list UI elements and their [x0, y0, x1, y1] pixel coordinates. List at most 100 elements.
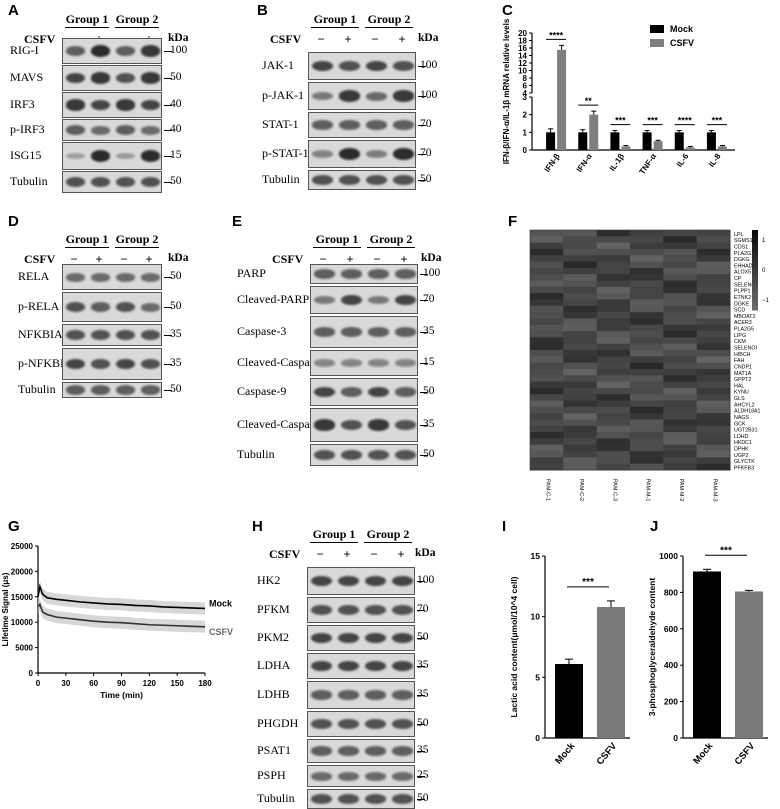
panel-label-d: D: [8, 213, 19, 230]
protein-band: [116, 301, 135, 313]
protein-band: [91, 125, 110, 135]
kda-value: 70: [417, 603, 429, 615]
y-tick-label: 1: [523, 128, 528, 137]
chart-j-3pg-bar: 0 200 400 600 800 1000 3-phosphoglyceraldehyde…: [647, 545, 768, 767]
gene-label: CKM: [734, 339, 746, 345]
heatmap-cell: [530, 419, 564, 427]
protein-band: [91, 45, 110, 57]
heatmap-cell: [596, 438, 631, 446]
heatmap-cell: [596, 267, 631, 275]
blot-strip: [62, 348, 162, 380]
heatmap-cell: [663, 419, 698, 427]
gene-label: DGKG: [734, 257, 750, 263]
protein-band: [392, 793, 413, 805]
panel-label-i: I: [502, 518, 507, 535]
blot-row-label: IRF3: [10, 97, 35, 111]
protein-band: [395, 419, 416, 431]
marker-tick: [417, 638, 425, 639]
protein-band: [66, 301, 85, 313]
heatmap-cell: [663, 305, 698, 313]
heatmap-cell: [530, 280, 564, 288]
protein-band: [366, 174, 387, 186]
heatmap-cell: [596, 419, 631, 427]
heatmap-cell: [663, 362, 698, 370]
colorbar-segment: [752, 294, 758, 299]
heatmap-cell: [563, 331, 598, 338]
protein-band: [339, 90, 360, 102]
colorbar-segment: [752, 234, 758, 239]
heatmap-cell: [696, 305, 731, 313]
protein-band: [312, 91, 333, 101]
group-2-underline: [115, 247, 159, 248]
heatmap-cell: [630, 242, 664, 250]
blot-strip: [307, 625, 415, 651]
csfv-sign-4: +: [397, 547, 405, 561]
marker-tick: [417, 666, 425, 667]
heatmap-cell: [530, 255, 564, 263]
heatmap-cell: [630, 394, 664, 402]
x-tick-label: IFN-β: [543, 152, 562, 174]
x-tick-label: 0: [36, 679, 41, 688]
protein-band: [141, 125, 160, 135]
panel-label-c: C: [502, 2, 513, 19]
protein-band: [314, 449, 335, 461]
heatmap-cell: [630, 438, 664, 446]
kda-value: 35: [423, 418, 435, 430]
blot-strip: [307, 765, 415, 787]
heatmap-cell: [663, 394, 698, 402]
protein-band: [368, 269, 389, 279]
bar-csfv: [621, 146, 631, 150]
panel-label-a: A: [8, 2, 19, 19]
csfv-sign-1: −: [316, 547, 324, 561]
heatmap-cell: [630, 255, 664, 263]
heatmap-cell: [596, 375, 631, 383]
heatmap-cell: [530, 337, 564, 345]
heatmap-cell: [696, 400, 731, 408]
heatmap-cell: [596, 350, 631, 357]
heatmap-cell: [563, 248, 598, 256]
kda-value: 50: [170, 270, 182, 282]
blot-strip: [62, 92, 162, 118]
x-tick-label: Mock: [553, 740, 577, 766]
protein-band: [314, 419, 335, 431]
bar-mock: [642, 132, 652, 150]
csfv-sign-1: −: [319, 252, 327, 266]
blot-strip: [310, 408, 418, 442]
y-axis-title: Lifetime Signal (μs): [1, 572, 10, 646]
y-tick-label: 400: [664, 660, 678, 670]
heatmap-cell: [663, 356, 698, 364]
gene-label: HIBCH: [734, 352, 751, 358]
heatmap-cell: [696, 457, 731, 465]
heatmap-cell: [596, 324, 631, 332]
protein-band: [116, 152, 135, 160]
group-1-header: Group 1: [313, 12, 357, 26]
blot-row-label: Cleaved-Caspase-9: [237, 417, 330, 431]
heatmap-cell: [630, 381, 664, 389]
heatmap-cell: [630, 331, 664, 338]
blot-row-label: MAVS: [10, 70, 44, 84]
kda-value: 50: [423, 448, 435, 460]
heatmap-cell: [696, 293, 731, 300]
protein-band: [365, 746, 386, 756]
heatmap-cell: [663, 267, 698, 275]
heatmap-cell: [563, 305, 598, 313]
heatmap-cell: [663, 438, 698, 446]
colorbar-segment: [752, 274, 758, 279]
heatmap-cell: [563, 362, 598, 370]
heatmap-cell: [663, 331, 698, 338]
heatmap-cell: [596, 444, 631, 452]
kda-value: 50: [170, 175, 182, 187]
chart-f-heatmap: LPLSGMS1CDS1PLA2G1BDGKGEHHADHALOX5CPSELE…: [529, 229, 770, 501]
kda-value: 100: [423, 267, 441, 279]
colorbar-segment: [752, 238, 758, 243]
marker-tick: [417, 581, 425, 582]
protein-band: [393, 148, 414, 160]
x-tick-label: CSFV: [595, 740, 620, 767]
kda-value: 15: [170, 149, 182, 161]
heatmap-cell: [696, 463, 731, 471]
protein-band: [91, 150, 110, 162]
group-2-header: Group 2: [369, 232, 413, 246]
group-1-header: Group 1: [65, 232, 109, 246]
colorbar-segment: [752, 254, 758, 259]
heatmap-cell: [696, 312, 731, 319]
